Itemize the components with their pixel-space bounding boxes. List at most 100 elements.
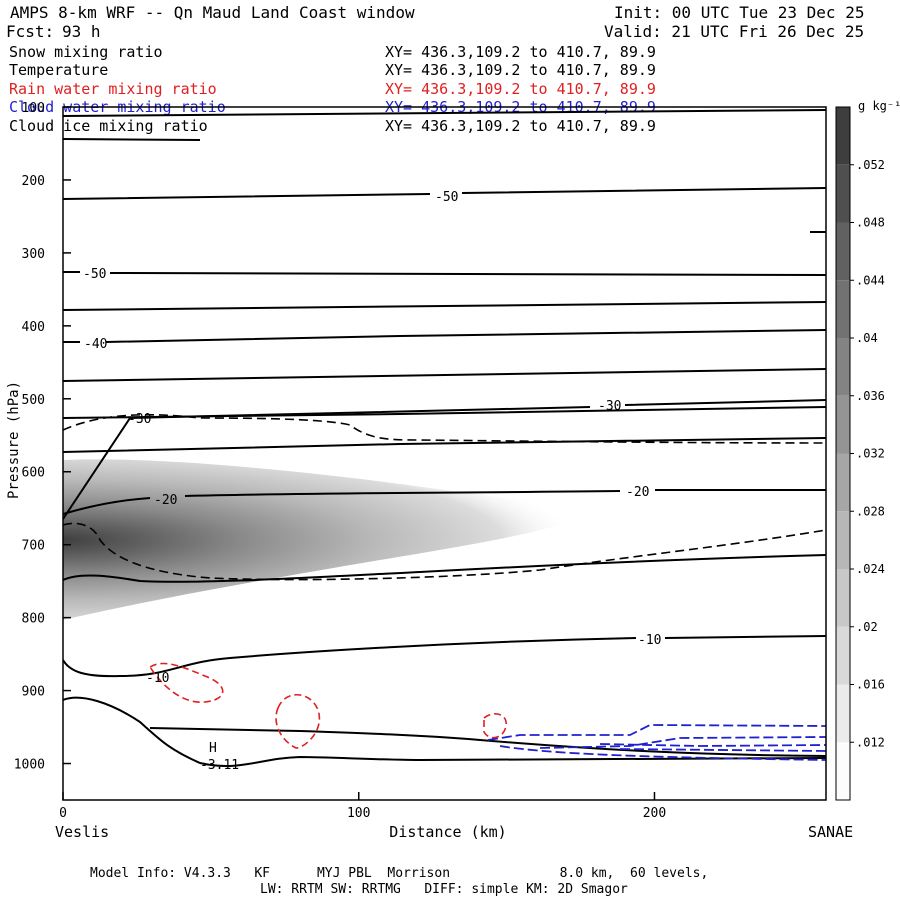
x-axis: 0 100 200 <box>59 792 666 821</box>
colorbar-segment <box>836 742 850 800</box>
temperature-contours <box>63 109 826 767</box>
y-tick-label: 300 <box>22 247 45 262</box>
isotherm <box>63 271 826 276</box>
y-tick-label: 900 <box>22 685 45 700</box>
rain-contour <box>275 694 321 749</box>
contour-label: -40 <box>84 337 107 352</box>
valid-time: Valid: 21 UTC Fri 26 Dec 25 <box>604 22 864 41</box>
x-axis-label: Distance (km) <box>389 823 506 841</box>
colorbar-segment <box>836 569 850 627</box>
rain-contour <box>148 662 224 703</box>
colorbar-tick-label: .024 <box>856 562 885 576</box>
isotherm <box>63 301 826 311</box>
y-tick-label: 500 <box>22 393 45 408</box>
cloud-water-contour <box>619 748 826 752</box>
isotherm <box>63 329 826 343</box>
colorbar-segment <box>836 684 850 743</box>
colorbar-tick-label: .012 <box>856 735 885 749</box>
colorbar-tick-label: .048 <box>856 216 885 230</box>
cloud-ice-contour <box>63 414 826 444</box>
colorbar-tick-label: .028 <box>856 504 885 518</box>
colorbar-segment <box>836 222 850 281</box>
rain-contour <box>483 713 507 739</box>
contour-label: -50 <box>83 267 106 282</box>
isotherm <box>63 696 826 767</box>
isotherm <box>63 368 826 382</box>
y-tick-label: 600 <box>22 466 45 481</box>
forecast-label: Fcst: <box>6 22 54 41</box>
colorbar-segment <box>836 107 850 165</box>
high-marker: H <box>209 741 217 756</box>
min-value-label: -3.11 <box>200 758 239 773</box>
field-xy: XY= 436.3,109.2 to 410.7, 89.9 <box>385 80 656 98</box>
isotherm <box>63 187 826 200</box>
colorbar-segment <box>836 511 850 569</box>
colorbar: .012 .016 .02 .024 .028 .032 .036 .04 .044 .048 .0… <box>835 106 885 801</box>
colorbar-tick-label: .052 <box>856 158 885 172</box>
colorbar-tick-label: .044 <box>856 273 885 287</box>
colorbar-segment <box>836 280 850 338</box>
contour-label: -10 <box>638 633 661 648</box>
x-tick-label: 0 <box>59 806 67 821</box>
field-xy: XY= 436.3,109.2 to 410.7, 89.9 <box>385 61 656 79</box>
cloud-water-contour <box>487 724 826 741</box>
colorbar-segment <box>836 626 850 685</box>
x-tick-label: 200 <box>643 806 666 821</box>
figure-title: AMPS 8-km WRF -- Qn Maud Land Coast wind… <box>10 3 415 22</box>
field-name: Rain water mixing ratio <box>9 80 217 98</box>
forecast-hour: 93 h <box>62 22 101 41</box>
contour-label: -20 <box>626 485 649 500</box>
isotherm <box>149 727 826 757</box>
colorbar-tick-label: .032 <box>856 447 885 461</box>
cloud-water-contour <box>539 736 826 749</box>
y-tick-label: 400 <box>22 320 45 335</box>
field-name: Snow mixing ratio <box>9 43 163 61</box>
cloud-ice-contours <box>63 414 826 581</box>
field-name: Temperature <box>9 61 108 79</box>
cloud-water-contours <box>487 724 826 761</box>
field-name: Cloud ice mixing ratio <box>9 117 208 135</box>
rain-water-contours <box>148 662 507 749</box>
colorbar-segment <box>836 164 850 223</box>
isotherm <box>63 554 826 583</box>
y-axis-label: Pressure (hPa) <box>6 381 22 499</box>
colorbar-tick-label: .036 <box>856 389 885 403</box>
cloud-water-contour <box>499 745 826 761</box>
model-info-line2: LW: RRTM SW: RRTMG DIFF: simple KM: 2D S… <box>260 882 628 897</box>
contour-label: -10 <box>146 671 169 686</box>
y-tick-label: 800 <box>22 612 45 627</box>
colorbar-unit: g kg⁻¹ <box>858 99 900 113</box>
contour-label: -30 <box>598 399 621 414</box>
contour-labels: -50 -50 -40 -30 -30 -20 -20 -10 -10 H -3… <box>83 190 661 773</box>
field-xy: XY= 436.3,109.2 to 410.7, 89.9 <box>385 43 656 61</box>
isotherm <box>63 437 826 453</box>
isotherm <box>63 489 826 515</box>
init-time: Init: 00 UTC Tue 23 Dec 25 <box>614 3 864 22</box>
cloud-ice-contour <box>63 522 826 581</box>
y-tick-label: 1000 <box>14 758 45 773</box>
field-xy: XY= 436.3,109.2 to 410.7, 89.9 <box>385 117 656 135</box>
y-axis: 100 200 300 400 500 600 700 800 900 1000 <box>14 101 71 773</box>
isotherm <box>63 399 826 520</box>
contour-label: -20 <box>154 493 177 508</box>
model-info-line1: Model Info: V4.3.3 KF MYJ PBL Morrison 8… <box>90 866 708 881</box>
right-endpoint-label: SANAE <box>808 823 853 841</box>
snow-shading <box>63 459 585 620</box>
plot-frame <box>62 106 827 801</box>
colorbar-tick-label: .016 <box>856 678 885 692</box>
field-list: Snow mixing ratio XY= 436.3,109.2 to 410… <box>9 43 656 135</box>
y-tick-label: 700 <box>22 539 45 554</box>
colorbar-segment <box>836 338 850 396</box>
y-tick-label: 100 <box>22 101 45 116</box>
contour-label: -50 <box>435 190 458 205</box>
colorbar-segment <box>836 453 850 512</box>
cloud-water-contour <box>599 743 826 747</box>
x-tick-label: 100 <box>347 806 370 821</box>
y-tick-label: 200 <box>22 174 45 189</box>
isotherm <box>63 138 201 141</box>
colorbar-segment <box>836 395 850 454</box>
left-endpoint-label: Veslis <box>55 823 109 841</box>
snow-field <box>63 459 585 620</box>
isotherm <box>63 635 826 678</box>
